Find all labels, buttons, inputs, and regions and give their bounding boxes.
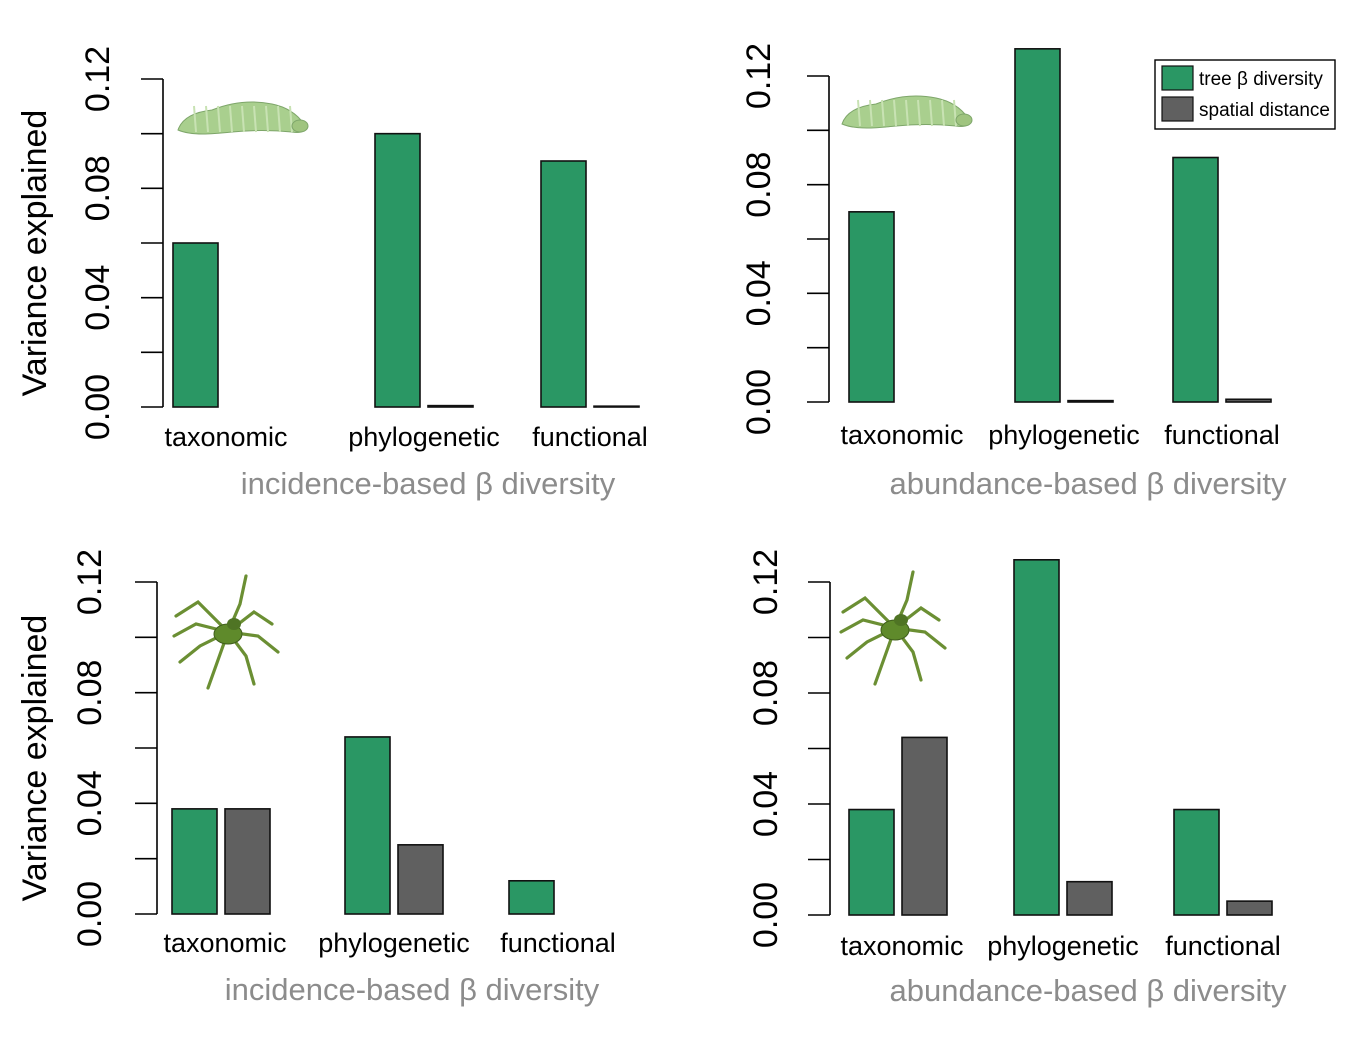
bar-spatial-distance-phylogenetic xyxy=(427,404,474,408)
category-label-taxonomic: taxonomic xyxy=(840,420,963,450)
category-label-functional: functional xyxy=(500,928,616,958)
caterpillar-segment xyxy=(917,99,921,127)
bar-tree-beta-phylogenetic xyxy=(344,736,391,915)
y-tick-label: 0.08 xyxy=(747,660,785,726)
y-tick-label: 0.12 xyxy=(79,46,117,112)
caterpillar-head xyxy=(955,113,973,127)
x-axis-title: incidence-based β diversity xyxy=(241,466,616,501)
bar-spatial-distance-phylogenetic xyxy=(1066,880,1113,916)
y-tick-label: 0.08 xyxy=(740,152,778,218)
bar-spatial-distance-taxonomic xyxy=(224,808,271,915)
y-tick-label: 0.00 xyxy=(79,374,117,440)
caterpillar-segment xyxy=(929,99,933,127)
panel-top-right: 0.00 0.04 0.08 0.12 taxonomic phylogenetic fun… xyxy=(740,43,1287,501)
legend-label: spatial distance xyxy=(1199,100,1330,121)
bar-tree-beta-functional xyxy=(1173,808,1220,916)
spider-icon xyxy=(172,574,280,690)
y-tick-label: 0.04 xyxy=(79,265,117,331)
x-axis-title: incidence-based β diversity xyxy=(225,972,600,1007)
caterpillar-segment xyxy=(253,105,257,133)
spider-head xyxy=(894,614,908,626)
category-label-phylogenetic: phylogenetic xyxy=(348,422,500,452)
bar-spatial-distance-functional xyxy=(593,405,640,408)
bar-tree-beta-functional xyxy=(540,160,587,408)
bar-tree-beta-phylogenetic xyxy=(1014,48,1061,403)
y-tick-label: 0.12 xyxy=(740,43,778,109)
caterpillar-icon xyxy=(841,95,973,129)
caterpillar-segment xyxy=(905,99,909,127)
category-label-functional: functional xyxy=(1165,931,1281,961)
y-axis-title: Variance explained xyxy=(16,110,54,397)
caterpillar-segment xyxy=(893,99,897,127)
category-label-taxonomic: taxonomic xyxy=(840,931,963,961)
y-tick-label: 0.12 xyxy=(71,549,109,615)
caterpillar-segment xyxy=(953,99,957,127)
spider-head xyxy=(227,618,241,630)
category-label-functional: functional xyxy=(1164,420,1280,450)
y-tick-label: 0.04 xyxy=(71,770,109,836)
category-label-phylogenetic: phylogenetic xyxy=(988,420,1140,450)
category-label-taxonomic: taxonomic xyxy=(163,928,286,958)
caterpillar-segment xyxy=(229,105,233,133)
y-tick-label: 0.08 xyxy=(71,660,109,726)
caterpillar-segment xyxy=(857,99,861,127)
category-label-functional: functional xyxy=(532,422,648,452)
caterpillar-segment xyxy=(241,105,245,133)
x-axis-title: abundance-based β diversity xyxy=(890,973,1287,1008)
caterpillar-segment xyxy=(217,105,221,133)
panel-top-left: 0.00 0.04 0.08 0.12 Variance explained taxono… xyxy=(16,46,648,501)
legend-swatch xyxy=(1161,65,1194,91)
legend-swatch xyxy=(1161,96,1194,122)
bar-tree-beta-phylogenetic xyxy=(1013,558,1060,916)
category-label-phylogenetic: phylogenetic xyxy=(318,928,470,958)
caterpillar-segment xyxy=(193,105,197,133)
y-tick-label: 0.00 xyxy=(740,369,778,435)
y-tick-label: 0.00 xyxy=(747,882,785,948)
spider-icon xyxy=(839,570,947,686)
caterpillar-segment xyxy=(205,105,209,133)
caterpillar-segment xyxy=(881,99,885,127)
y-tick-label: 0.12 xyxy=(747,549,785,615)
bar-tree-beta-phylogenetic xyxy=(374,132,421,408)
bar-tree-beta-functional xyxy=(508,879,555,915)
bar-tree-beta-taxonomic xyxy=(848,211,895,403)
caterpillar-segment xyxy=(289,105,293,133)
bar-spatial-distance-functional xyxy=(1225,398,1272,403)
caterpillar-segment xyxy=(265,105,269,133)
y-axis-title: Variance explained xyxy=(16,615,54,902)
caterpillar-segment xyxy=(941,99,945,127)
spider-leg xyxy=(841,595,897,630)
legend-label: tree β diversity xyxy=(1199,69,1323,90)
caterpillar-segment xyxy=(869,99,873,127)
category-label-taxonomic: taxonomic xyxy=(164,422,287,452)
bar-spatial-distance-phylogenetic xyxy=(1067,399,1114,403)
x-axis-title: abundance-based β diversity xyxy=(890,466,1287,501)
category-label-phylogenetic: phylogenetic xyxy=(987,931,1139,961)
bar-tree-beta-taxonomic xyxy=(848,808,895,916)
y-tick-label: 0.00 xyxy=(71,881,109,947)
caterpillar-segment xyxy=(277,105,281,133)
spider-leg xyxy=(174,599,230,634)
y-tick-label: 0.08 xyxy=(79,155,117,221)
panel-bottom-right: 0.00 0.04 0.08 0.12 taxonomic phylogenetic fun… xyxy=(747,549,1287,1008)
legend: tree β diversity spatial distance xyxy=(1154,59,1336,130)
y-tick-label: 0.04 xyxy=(747,771,785,837)
caterpillar-head xyxy=(291,119,309,133)
caterpillar-icon xyxy=(177,101,309,135)
bar-tree-beta-functional xyxy=(1172,156,1219,403)
bar-spatial-distance-functional xyxy=(1226,900,1273,916)
bar-tree-beta-taxonomic xyxy=(171,808,218,915)
bar-spatial-distance-phylogenetic xyxy=(397,844,444,915)
panel-bottom-left: 0.00 0.04 0.08 0.12 Variance explained taxono… xyxy=(16,549,616,1007)
bar-spatial-distance-taxonomic xyxy=(901,736,948,916)
y-tick-label: 0.04 xyxy=(740,260,778,326)
bar-tree-beta-taxonomic xyxy=(172,242,219,408)
